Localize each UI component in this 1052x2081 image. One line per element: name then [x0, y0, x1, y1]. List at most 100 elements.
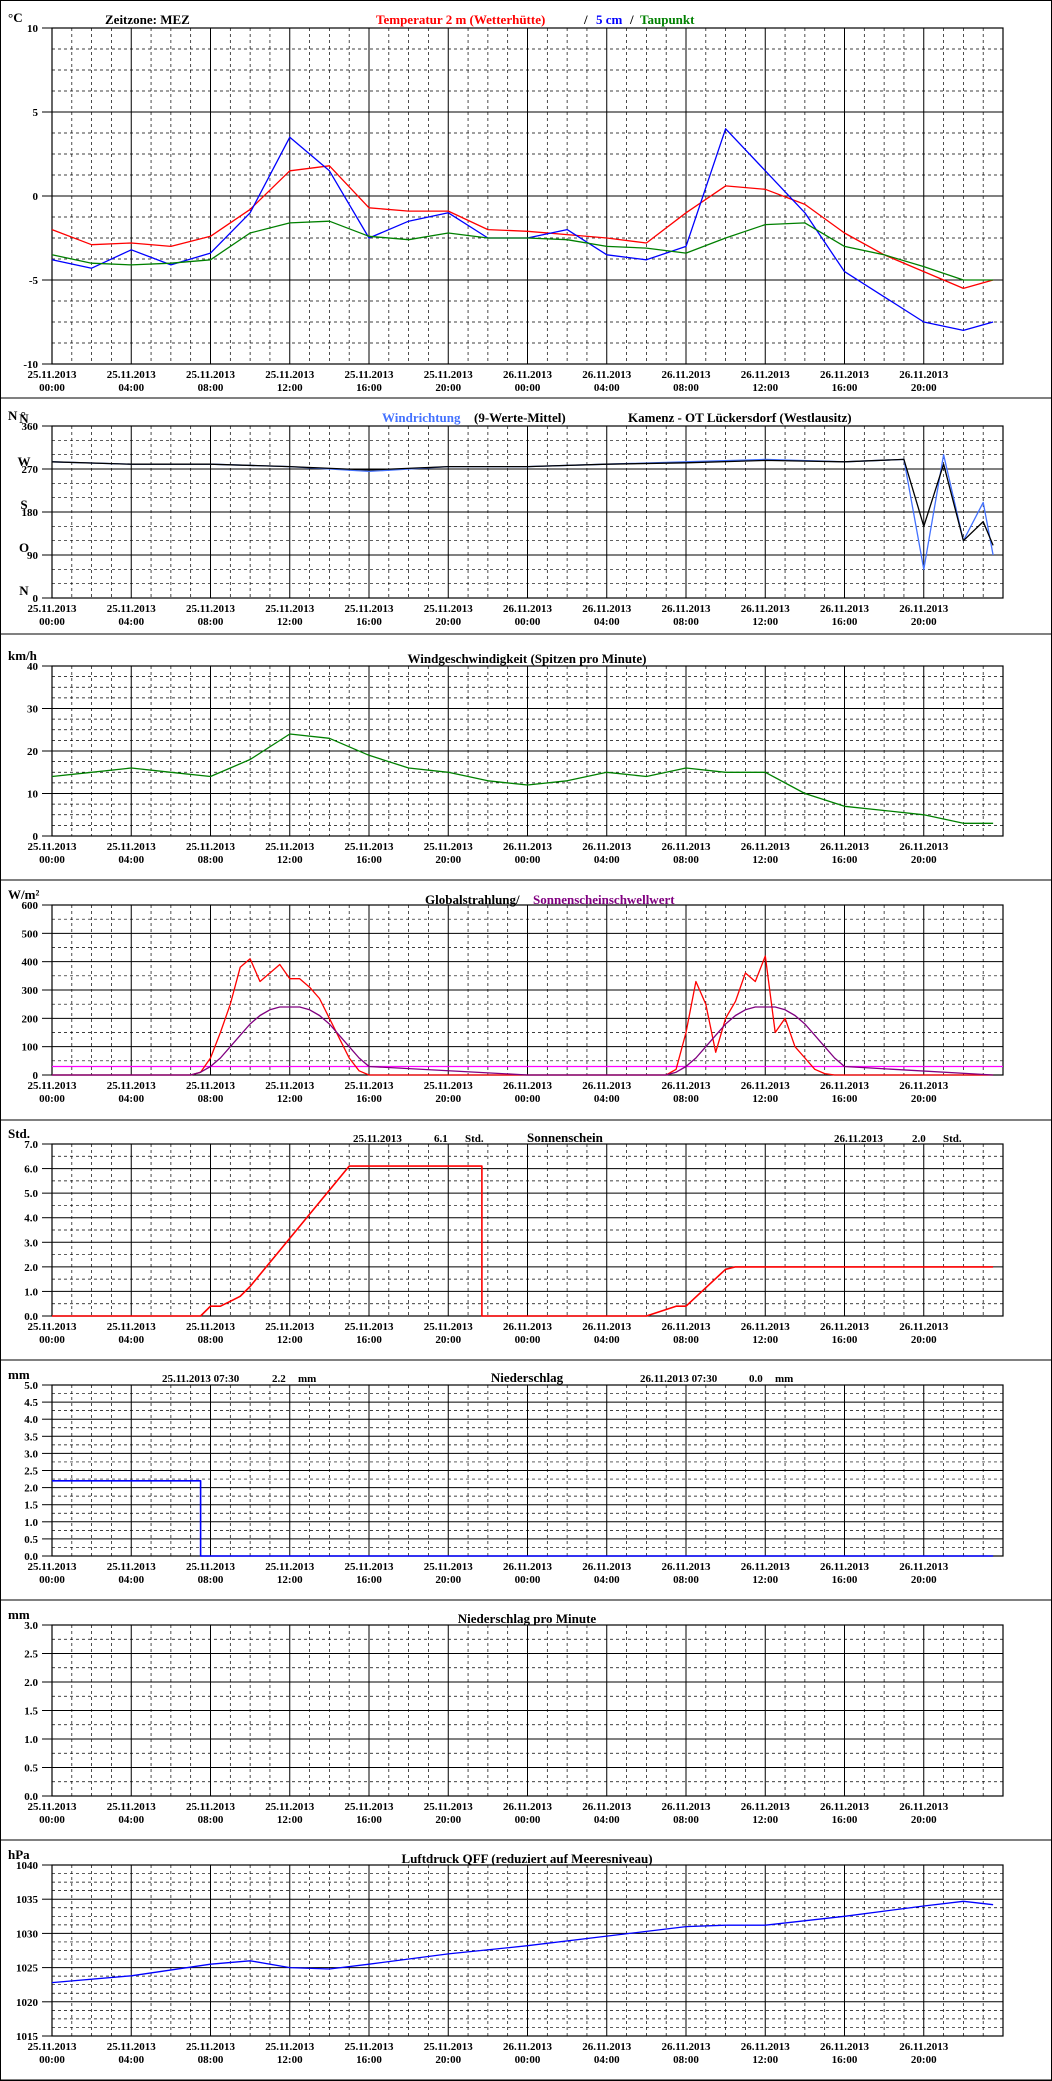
temperature-ytick-label: -10	[23, 359, 38, 371]
wind_direction-xtick-date: 26.11.2013	[899, 603, 948, 615]
radiation-ylabel: W/m²	[8, 887, 39, 902]
precip_per_minute-xtick-time: 20:00	[911, 1814, 937, 1826]
sunshine-xtick-time: 00:00	[39, 1334, 65, 1346]
temperature-plot-frame	[51, 27, 1004, 365]
precip_per_minute-ytick-label: 1.5	[24, 1706, 38, 1718]
precip-day1-date: 25.11.2013 07:30	[162, 1373, 240, 1385]
wind_speed-xtick-date: 25.11.2013	[265, 841, 314, 853]
precipitation-ytick-label: 0.5	[24, 1534, 38, 1546]
pressure-plot-frame	[51, 1864, 1004, 2037]
precip_per_minute-xtick-time: 00:00	[39, 1814, 65, 1826]
temperature-xtick-time: 16:00	[832, 382, 858, 394]
pressure-xtick-date: 25.11.2013	[424, 2041, 473, 2053]
wind_speed-xtick-date: 26.11.2013	[741, 841, 790, 853]
sunshine-title: Sonnenschein	[527, 1130, 604, 1145]
temperature-xtick-time: 12:00	[752, 382, 778, 394]
sunshine-xtick-time: 12:00	[752, 1334, 778, 1346]
pressure-xtick-date: 26.11.2013	[899, 2041, 948, 2053]
radiation-panel: W/m²600500400300200100025.11.201300:0025…	[0, 887, 1052, 1121]
radiation-ytick-label: 100	[22, 1042, 39, 1054]
precipitation-xtick-time: 08:00	[673, 1574, 699, 1586]
precip-title: Niederschlag	[491, 1370, 564, 1385]
precip_per_minute-xtick-time: 12:00	[277, 1814, 303, 1826]
precipitation-xtick-time: 16:00	[356, 1574, 382, 1586]
wind_direction-xtick-time: 12:00	[277, 616, 303, 628]
precip_per_minute-ytick-label: 3.0	[24, 1620, 38, 1632]
wind_direction-ytick-label: 0	[33, 593, 39, 605]
sunshine-xtick-time: 16:00	[832, 1334, 858, 1346]
pressure-xtick-date: 25.11.2013	[28, 2041, 77, 2053]
sunshine-ytick-label: 1.0	[24, 1286, 38, 1298]
precipitation-xtick-time: 08:00	[198, 1574, 224, 1586]
sunshine-xtick-date: 26.11.2013	[741, 1321, 790, 1333]
precip_per_minute-xtick-time: 16:00	[356, 1814, 382, 1826]
radiation-xtick-date: 26.11.2013	[741, 1080, 790, 1092]
precip_per_minute-xtick-time: 16:00	[832, 1814, 858, 1826]
precipitation-xtick-time: 00:00	[515, 1574, 541, 1586]
wind_direction-compass-label: W	[18, 454, 31, 469]
wind_direction-xtick-time: 16:00	[356, 616, 382, 628]
wind_speed-panel: km/h40302010025.11.201300:0025.11.201304…	[0, 648, 1052, 881]
sunshine-xtick-time: 00:00	[515, 1334, 541, 1346]
temperature-xtick-date: 26.11.2013	[741, 369, 790, 381]
pressure-xtick-time: 04:00	[594, 2054, 620, 2066]
wind_speed-ytick-label: 30	[27, 704, 39, 716]
precip_per_minute-xtick-time: 08:00	[198, 1814, 224, 1826]
sunshine-xtick-time: 12:00	[277, 1334, 303, 1346]
wind_speed-xtick-time: 08:00	[198, 854, 224, 866]
wind_speed-xtick-date: 26.11.2013	[820, 841, 869, 853]
precip-day2-unit: mm	[775, 1373, 793, 1385]
wind_speed-xtick-time: 12:00	[752, 854, 778, 866]
radiation-ytick-label: 200	[22, 1013, 39, 1025]
precip_per_minute-xtick-date: 25.11.2013	[107, 1801, 156, 1813]
wind_speed-plot-frame	[51, 665, 1004, 837]
zeitzone-label: Zeitzone: MEZ	[105, 12, 190, 27]
precip_per_minute-xtick-date: 25.11.2013	[28, 1801, 77, 1813]
radiation-xtick-date: 26.11.2013	[503, 1080, 552, 1092]
precipitation-xtick-time: 20:00	[435, 1574, 461, 1586]
precipitation-xtick-date: 26.11.2013	[899, 1561, 948, 1573]
temperature-ylabel: °C	[8, 10, 23, 25]
pressure-ytick-label: 1040	[16, 1860, 39, 1872]
sunshine-day1-date: 25.11.2013	[353, 1133, 402, 1145]
pressure-xtick-time: 12:00	[752, 2054, 778, 2066]
radiation-xtick-date: 25.11.2013	[345, 1080, 394, 1092]
wind_direction-xtick-time: 08:00	[198, 616, 224, 628]
legend-5cm-label: 5 cm	[596, 12, 623, 27]
wind_speed-ytick-label: 20	[27, 746, 39, 758]
radiation-xtick-time: 12:00	[277, 1093, 303, 1105]
radiation-ytick-label: 300	[22, 985, 39, 997]
temperature-xtick-time: 08:00	[673, 382, 699, 394]
precip_per_minute-xtick-date: 26.11.2013	[582, 1801, 631, 1813]
precip-day1-unit: mm	[298, 1373, 316, 1385]
temperature-xtick-date: 26.11.2013	[820, 369, 869, 381]
precip_per_minute-xtick-time: 00:00	[515, 1814, 541, 1826]
wind_direction-xtick-date: 26.11.2013	[662, 603, 711, 615]
precipitation-ytick-label: 5.0	[24, 1380, 38, 1392]
radiation-xtick-time: 00:00	[515, 1093, 541, 1105]
pressure-xtick-date: 26.11.2013	[741, 2041, 790, 2053]
precipitation-xtick-time: 12:00	[752, 1574, 778, 1586]
sunshine-xtick-date: 26.11.2013	[582, 1321, 631, 1333]
wind_direction-xtick-time: 00:00	[39, 616, 65, 628]
sunshine-xtick-time: 20:00	[435, 1334, 461, 1346]
wind_direction-xtick-date: 26.11.2013	[503, 603, 552, 615]
precip_per_minute-xtick-date: 25.11.2013	[186, 1801, 235, 1813]
sunshine-xtick-date: 26.11.2013	[503, 1321, 552, 1333]
temperature-xtick-date: 26.11.2013	[582, 369, 631, 381]
pressure-ytick-label: 1020	[16, 1997, 39, 2009]
precipitation-xtick-time: 12:00	[277, 1574, 303, 1586]
legend-temp-label: Temperatur 2 m (Wetterhütte)	[376, 12, 545, 27]
pressure-ytick-label: 1030	[16, 1928, 39, 1940]
precipitation-xtick-date: 26.11.2013	[582, 1561, 631, 1573]
precipitation-ytick-label: 4.5	[24, 1397, 38, 1409]
precipitation-xtick-date: 25.11.2013	[28, 1561, 77, 1573]
precipitation-xtick-date: 26.11.2013	[820, 1561, 869, 1573]
sunshine-xtick-date: 25.11.2013	[186, 1321, 235, 1333]
precip-day2-value: 0.0	[749, 1373, 763, 1385]
sunshine-xtick-date: 25.11.2013	[345, 1321, 394, 1333]
temperature-series-1	[51, 165, 994, 290]
wind_direction-xtick-date: 26.11.2013	[582, 603, 631, 615]
pressure-ytick-label: 1035	[16, 1894, 39, 1906]
precipitation-xtick-time: 04:00	[118, 1574, 144, 1586]
